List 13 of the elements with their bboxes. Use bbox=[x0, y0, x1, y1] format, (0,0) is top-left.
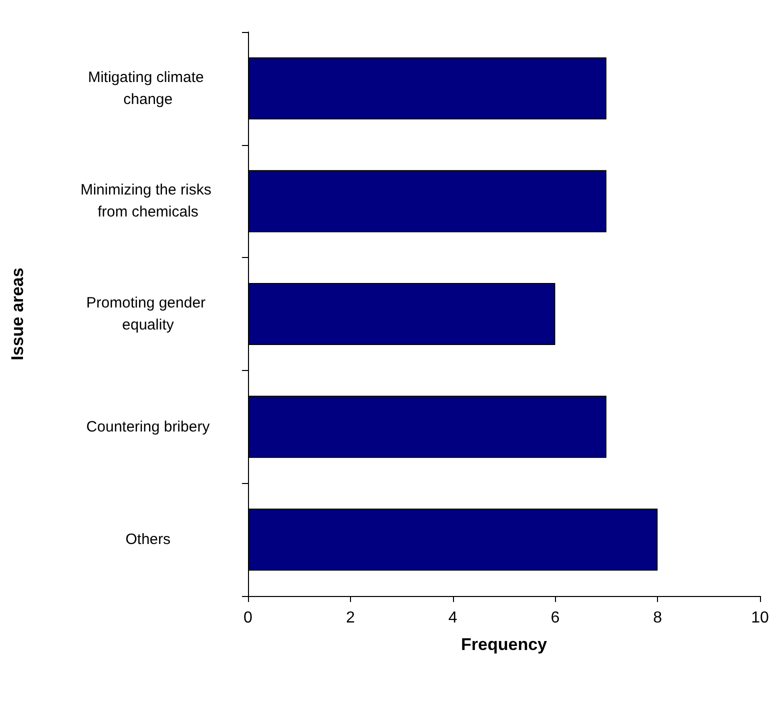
y-tick-label: Others bbox=[125, 531, 171, 548]
x-tick-label: 0 bbox=[244, 610, 253, 626]
x-tick-label: 4 bbox=[448, 610, 458, 626]
x-tick-label: 2 bbox=[346, 610, 355, 626]
x-tick-label: 10 bbox=[751, 610, 769, 626]
x-axis-title: Frequency bbox=[461, 635, 548, 654]
x-tick-label: 6 bbox=[550, 610, 560, 626]
y-tick-label: Countering bribery bbox=[86, 418, 210, 436]
y-axis-title: Issue areas bbox=[8, 268, 27, 360]
x-tick-label: 8 bbox=[653, 610, 662, 626]
y-tick-label: Minimizing the risks from chemicals bbox=[80, 182, 216, 221]
y-tick-label: Promoting gender equality bbox=[86, 294, 210, 334]
y-tick-label: Mitigating climate change bbox=[88, 68, 208, 108]
